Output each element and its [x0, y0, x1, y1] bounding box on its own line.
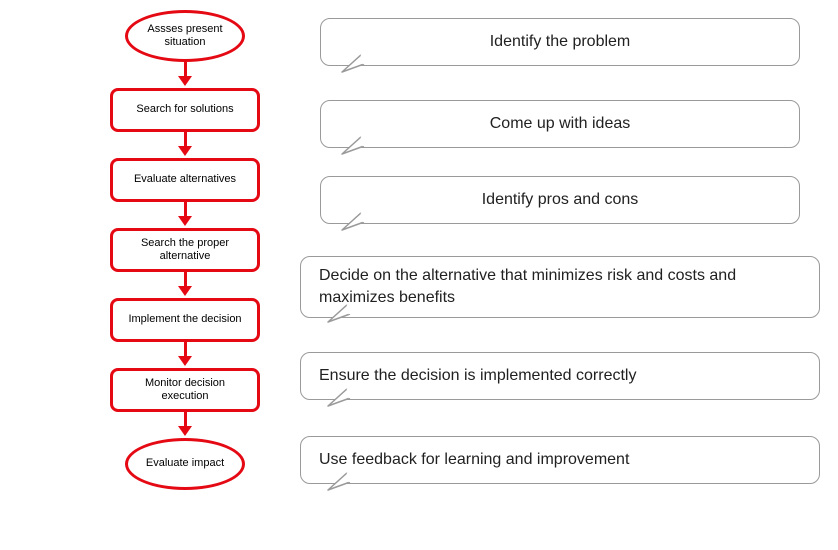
flow-node-label: Evaluate impact: [146, 457, 224, 470]
callout-text: Ensure the decision is implemented corre…: [319, 365, 636, 387]
callout-text: Identify pros and cons: [482, 189, 639, 211]
callout-tail-icon: [326, 304, 352, 326]
flow-node: Search the proper alternative: [110, 228, 260, 272]
callout: Come up with ideas: [320, 100, 800, 148]
callout: Identify pros and cons: [320, 176, 800, 224]
flow-node-end: Evaluate impact: [125, 438, 245, 490]
flow-node: Monitor decision execution: [110, 368, 260, 412]
flow-node-label: Evaluate alternatives: [134, 173, 236, 186]
flow-arrow: [178, 412, 192, 438]
flow-node-label: Search the proper alternative: [121, 237, 249, 263]
callout-tail-icon: [326, 472, 352, 494]
callout-text: Decide on the alternative that minimizes…: [319, 265, 801, 308]
flow-arrow: [178, 272, 192, 298]
callout-text: Identify the problem: [490, 31, 631, 53]
flow-column: Assses present situation Search for solu…: [100, 10, 270, 490]
callout: Use feedback for learning and improvemen…: [300, 436, 820, 484]
callout-tail-icon: [340, 212, 366, 234]
flow-arrow: [178, 342, 192, 368]
flow-node-label: Assses present situation: [138, 23, 232, 49]
flow-node: Search for solutions: [110, 88, 260, 132]
flow-arrow: [178, 62, 192, 88]
callout: Identify the problem: [320, 18, 800, 66]
flow-node-start: Assses present situation: [125, 10, 245, 62]
callout-text: Use feedback for learning and improvemen…: [319, 449, 629, 471]
callouts-column: Identify the problem Come up with ideas Id…: [300, 0, 820, 550]
callout-tail-icon: [340, 54, 366, 76]
callout: Ensure the decision is implemented corre…: [300, 352, 820, 400]
flow-node-label: Implement the decision: [128, 313, 241, 326]
callout-tail-icon: [326, 388, 352, 410]
flow-node: Implement the decision: [110, 298, 260, 342]
callout-tail-icon: [340, 136, 366, 158]
flow-node-label: Monitor decision execution: [121, 377, 249, 403]
callout: Decide on the alternative that minimizes…: [300, 256, 820, 318]
flow-arrow: [178, 132, 192, 158]
flow-arrow: [178, 202, 192, 228]
flow-node: Evaluate alternatives: [110, 158, 260, 202]
callout-text: Come up with ideas: [490, 113, 631, 135]
flow-node-label: Search for solutions: [136, 103, 233, 116]
